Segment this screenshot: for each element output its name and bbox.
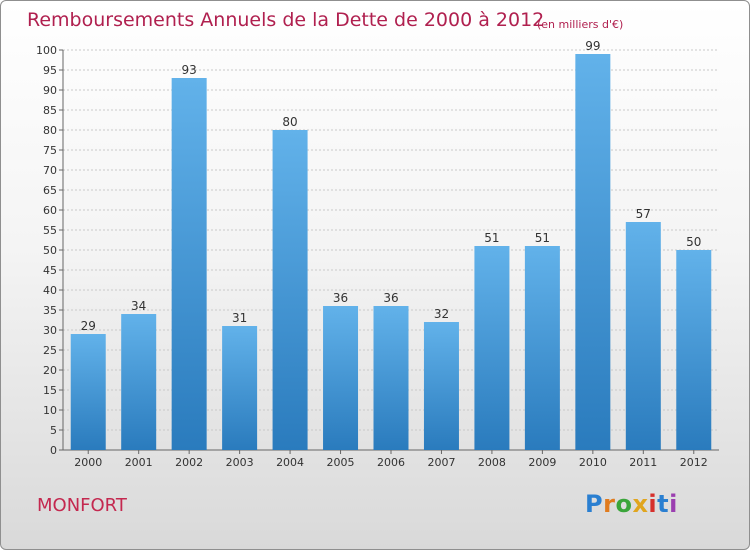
- x-tick-label: 2009: [528, 456, 556, 469]
- bar: [323, 306, 359, 450]
- bar: [575, 54, 611, 450]
- x-tick-label: 2007: [427, 456, 455, 469]
- bar: [676, 250, 712, 450]
- logo-letter: P: [585, 490, 604, 518]
- bar: [423, 322, 459, 450]
- commune-name: MONFORT: [37, 495, 127, 516]
- y-tick-label: 25: [43, 344, 57, 357]
- x-tick-label: 2002: [175, 456, 203, 469]
- y-tick-label: 45: [43, 264, 57, 277]
- x-tick-label: 2005: [327, 456, 355, 469]
- y-tick-label: 95: [43, 64, 57, 77]
- y-tick-label: 70: [43, 164, 57, 177]
- data-label: 36: [333, 291, 348, 305]
- data-label: 32: [434, 307, 449, 321]
- chart-subtitle: (en milliers d'€): [537, 18, 624, 31]
- x-tick-label: 2006: [377, 456, 405, 469]
- x-tick-label: 2000: [74, 456, 102, 469]
- y-tick-label: 10: [43, 404, 57, 417]
- bar: [474, 246, 510, 450]
- y-tick-label: 50: [43, 244, 57, 257]
- y-tick-label: 15: [43, 384, 57, 397]
- logo-letter: r: [603, 490, 616, 518]
- y-tick-label: 0: [50, 444, 57, 457]
- y-tick-label: 55: [43, 224, 57, 237]
- logo-letter: t: [657, 490, 670, 518]
- bar: [272, 130, 308, 450]
- y-tick-label: 20: [43, 364, 57, 377]
- data-label: 80: [282, 115, 297, 129]
- y-tick-label: 85: [43, 104, 57, 117]
- proxiti-logo: Proxiti: [585, 490, 678, 518]
- data-label: 29: [81, 319, 96, 333]
- chart-title: Remboursements Annuels de la Dette de 20…: [27, 9, 545, 31]
- x-tick-label: 2003: [226, 456, 254, 469]
- y-tick-label: 100: [36, 44, 57, 57]
- y-tick-label: 30: [43, 324, 57, 337]
- x-tick-label: 2004: [276, 456, 304, 469]
- data-label: 93: [182, 63, 197, 77]
- bar: [373, 306, 409, 450]
- x-tick-label: 2011: [629, 456, 657, 469]
- bar: [524, 246, 560, 450]
- data-label: 51: [535, 231, 550, 245]
- logo-letter: x: [632, 490, 649, 518]
- bar: [222, 326, 258, 450]
- y-tick-label: 40: [43, 284, 57, 297]
- x-tick-label: 2010: [579, 456, 607, 469]
- y-tick-label: 80: [43, 124, 57, 137]
- logo-letter: i: [669, 490, 678, 518]
- data-label: 57: [636, 207, 651, 221]
- y-tick-label: 75: [43, 144, 57, 157]
- bar: [121, 314, 157, 450]
- x-tick-label: 2008: [478, 456, 506, 469]
- data-label: 36: [383, 291, 398, 305]
- logo-letter: o: [615, 490, 633, 518]
- x-tick-label: 2001: [125, 456, 153, 469]
- bar: [625, 222, 661, 450]
- data-label: 31: [232, 311, 247, 325]
- x-tick-label: 2012: [680, 456, 708, 469]
- data-label: 99: [585, 39, 600, 53]
- y-tick-label: 35: [43, 304, 57, 317]
- y-tick-label: 5: [50, 424, 57, 437]
- logo-letter: i: [648, 490, 658, 518]
- bar: [70, 334, 106, 450]
- y-tick-label: 65: [43, 184, 57, 197]
- data-label: 34: [131, 299, 146, 313]
- data-label: 50: [686, 235, 701, 249]
- data-label: 51: [484, 231, 499, 245]
- y-tick-label: 90: [43, 84, 57, 97]
- y-tick-label: 60: [43, 204, 57, 217]
- bar: [171, 78, 207, 450]
